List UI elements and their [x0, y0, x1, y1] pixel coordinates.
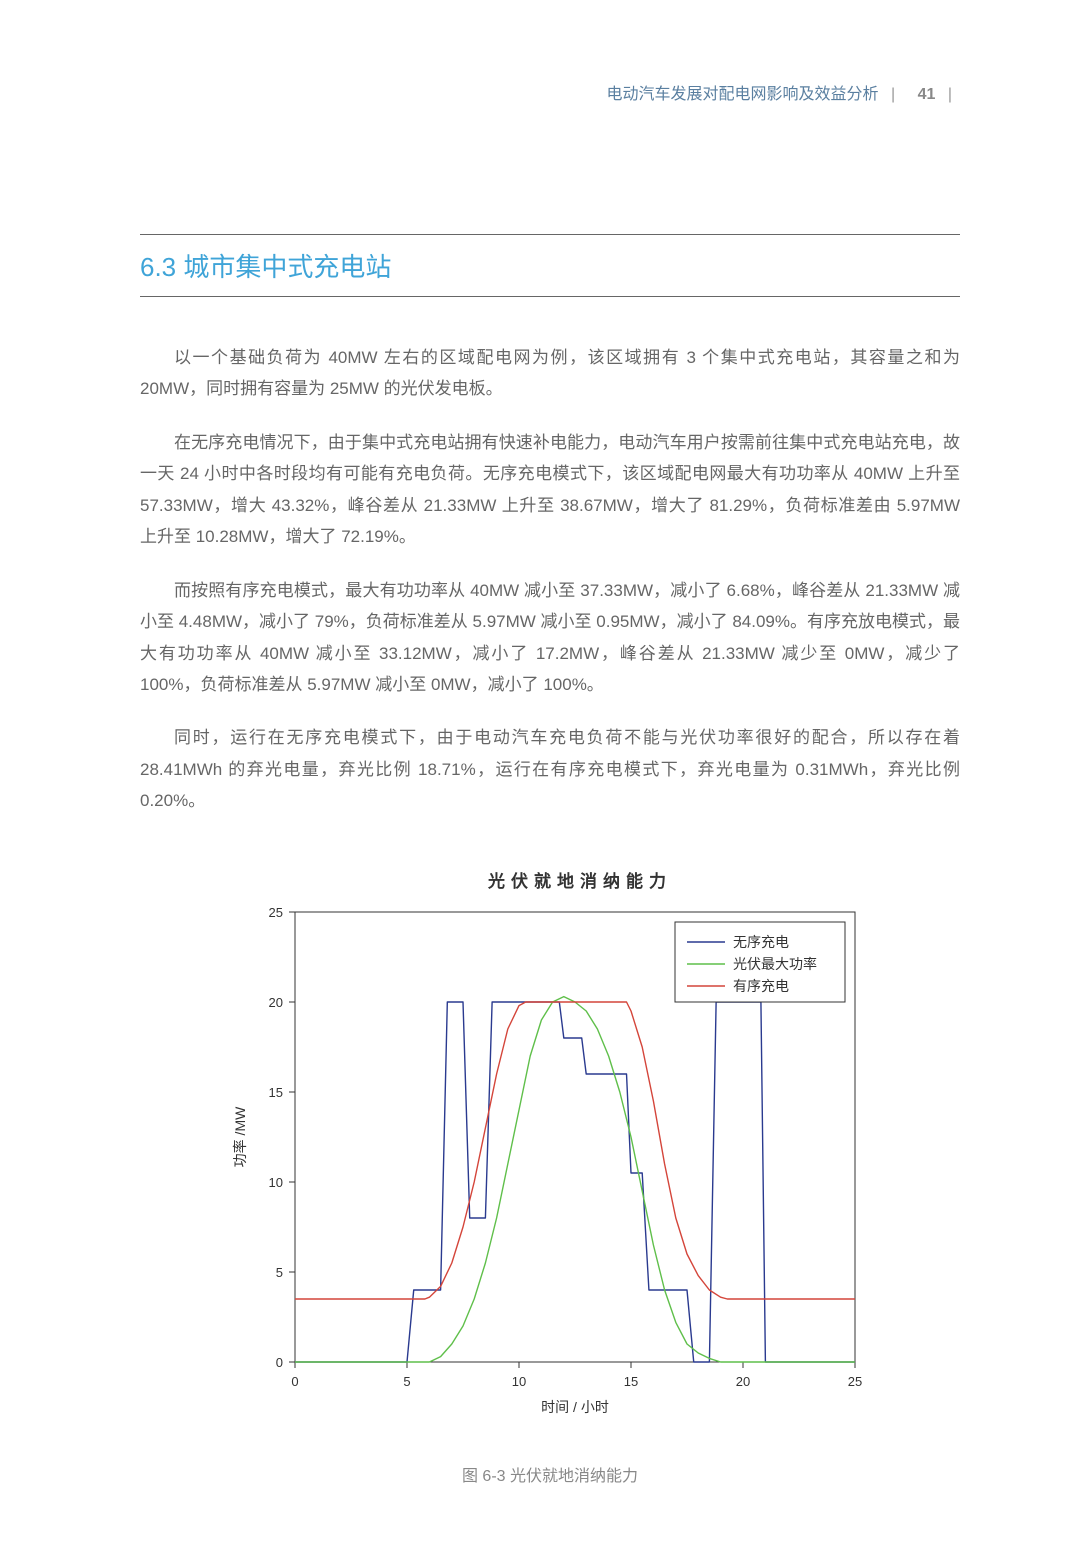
chart-caption: 图 6-3 光伏就地消纳能力: [140, 1462, 960, 1486]
paragraph: 而按照有序充电模式，最大有功功率从 40MW 减小至 37.33MW，减小了 6…: [140, 575, 960, 701]
section-name: 城市集中式充电站: [183, 252, 391, 282]
chart-container: 光伏就地消纳能力 0 5 10 15 20 25 0 5 10 15 20 25 时间 / 小时 功率 /…: [140, 867, 960, 1486]
section-title: 6.3 城市集中式充电站: [140, 247, 960, 284]
svg-text:无序充电: 无序充电: [733, 934, 789, 950]
page-number: 41: [918, 86, 936, 103]
svg-text:25: 25: [269, 905, 283, 920]
svg-text:25: 25: [848, 1374, 862, 1389]
paragraph: 在无序充电情况下，由于集中式充电站拥有快速补电能力，电动汽车用户按需前往集中式充…: [140, 427, 960, 553]
paragraph: 以一个基础负荷为 40MW 左右的区域配电网为例，该区域拥有 3 个集中式充电站…: [140, 342, 960, 405]
svg-text:5: 5: [276, 1265, 283, 1280]
svg-text:10: 10: [269, 1175, 283, 1190]
svg-text:时间 / 小时: 时间 / 小时: [541, 1399, 609, 1415]
svg-text:0: 0: [291, 1374, 298, 1389]
svg-text:20: 20: [269, 995, 283, 1010]
svg-text:15: 15: [624, 1374, 638, 1389]
svg-text:20: 20: [736, 1374, 750, 1389]
header-title: 电动汽车发展对配电网影响及效益分析: [607, 86, 879, 103]
chart-title: 光伏就地消纳能力: [140, 867, 960, 892]
svg-text:10: 10: [512, 1374, 526, 1389]
section-number: 6.3: [140, 252, 176, 282]
paragraph: 同时，运行在无序充电模式下，由于电动汽车充电负荷不能与光伏功率很好的配合，所以存…: [140, 722, 960, 816]
svg-text:有序充电: 有序充电: [733, 978, 789, 994]
svg-text:光伏最大功率: 光伏最大功率: [733, 956, 817, 972]
svg-text:功率 /MW: 功率 /MW: [232, 1106, 248, 1167]
svg-text:15: 15: [269, 1085, 283, 1100]
line-chart: 0 5 10 15 20 25 0 5 10 15 20 25 时间 / 小时 功率 /MW 无序充电光伏最…: [225, 902, 875, 1422]
section-title-rule: 6.3 城市集中式充电站: [140, 234, 960, 297]
header-separator: |: [891, 86, 895, 103]
svg-text:5: 5: [403, 1374, 410, 1389]
page-header: 电动汽车发展对配电网影响及效益分析 | 41 |: [140, 80, 960, 104]
svg-text:0: 0: [276, 1355, 283, 1370]
header-separator-end: |: [948, 86, 952, 103]
